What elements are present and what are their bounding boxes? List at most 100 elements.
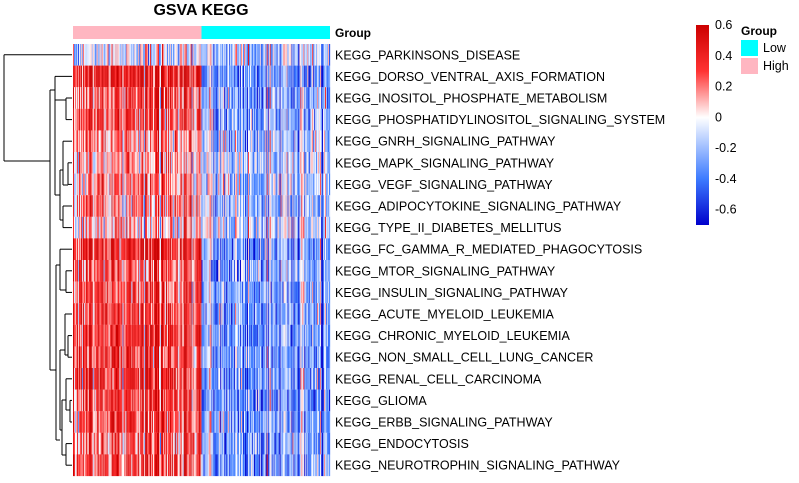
heatmap-cell (214, 65, 216, 88)
heatmap-cell (116, 260, 118, 282)
heatmap-cell (297, 87, 299, 109)
heatmap-cell (194, 238, 196, 261)
heatmap-cell (202, 324, 204, 347)
heatmap-cell (153, 130, 155, 153)
heatmap-cell (254, 389, 257, 412)
heatmap-cell (241, 238, 243, 261)
heatmap-cell (279, 216, 281, 239)
heatmap-cell (286, 346, 288, 369)
heatmap-cell (263, 44, 265, 66)
heatmap-cell (204, 87, 206, 109)
heatmap-cell (93, 432, 95, 455)
heatmap-cell (82, 108, 85, 131)
heatmap-cell (187, 281, 189, 304)
heatmap-cell (183, 173, 185, 196)
heatmap-cell (203, 152, 205, 174)
heatmap-cell (249, 346, 252, 369)
heatmap-cell (317, 368, 319, 390)
heatmap-cell (79, 238, 82, 261)
heatmap-cell (143, 238, 145, 261)
heatmap-cell (218, 324, 220, 347)
heatmap-cell (309, 65, 311, 88)
heatmap-cell (325, 195, 327, 217)
heatmap-cell (224, 432, 226, 455)
heatmap-cell (78, 303, 81, 325)
heatmap-cell (276, 238, 278, 261)
heatmap-cell (192, 432, 194, 455)
heatmap-cell (316, 130, 318, 153)
heatmap-cell (139, 281, 141, 304)
heatmap-cell (173, 216, 175, 239)
heatmap-cell (231, 108, 233, 131)
heatmap-cell (218, 216, 220, 239)
heatmap-cell (211, 65, 213, 88)
heatmap-cell (222, 130, 224, 153)
heatmap-cell (285, 195, 287, 217)
heatmap-cell (218, 411, 220, 433)
heatmap-cell (325, 411, 327, 433)
heatmap-cell (226, 303, 228, 325)
heatmap-cell (218, 130, 220, 153)
heatmap-cell (308, 368, 310, 390)
heatmap-cell (320, 130, 322, 153)
heatmap-cell (118, 260, 120, 282)
heatmap-cell (316, 216, 318, 239)
heatmap-cell (153, 238, 155, 261)
heatmap-cell (298, 130, 300, 153)
heatmap-cell (233, 411, 235, 433)
heatmap-cell (195, 346, 197, 369)
heatmap-cell (185, 303, 187, 325)
heatmap-cell (209, 216, 211, 239)
heatmap-cell (253, 389, 256, 412)
heatmap-cell (157, 432, 159, 455)
heatmap-cell (226, 108, 228, 131)
heatmap-cell (159, 389, 162, 412)
heatmap-cell (160, 260, 163, 282)
heatmap-cell (292, 87, 294, 109)
heatmap-cell (223, 238, 225, 261)
heatmap-cell (77, 152, 80, 174)
heatmap-cell (89, 346, 91, 369)
heatmap-cell (242, 238, 244, 261)
heatmap-cell (203, 303, 205, 325)
heatmap-cell (313, 65, 315, 88)
heatmap-cell (302, 238, 304, 261)
heatmap-cell (294, 173, 296, 196)
heatmap-cell (73, 108, 75, 131)
heatmap-cell (241, 324, 243, 347)
heatmap-cell (286, 152, 288, 174)
heatmap-cell (149, 368, 151, 390)
heatmap-cell (235, 389, 237, 412)
heatmap-cell (253, 152, 256, 174)
heatmap-cell (178, 411, 180, 433)
heatmap-cell (169, 303, 172, 325)
heatmap-cell (290, 65, 292, 88)
heatmap-cell (220, 346, 222, 369)
heatmap-cell (280, 216, 282, 239)
heatmap-cell (118, 87, 120, 109)
heatmap-cell (265, 108, 267, 131)
heatmap-cell (133, 65, 135, 88)
heatmap-cell (192, 173, 194, 196)
heatmap-cell (236, 368, 238, 390)
heatmap-cell (77, 216, 80, 239)
heatmap-cell (261, 432, 263, 455)
heatmap-cell (138, 195, 140, 217)
heatmap-cell (245, 173, 248, 196)
heatmap-cell (235, 368, 237, 390)
heatmap-cell (217, 216, 219, 239)
heatmap-cell (238, 346, 240, 369)
heatmap-cell (116, 368, 118, 390)
heatmap-cell (178, 346, 180, 369)
heatmap-cell (138, 130, 140, 153)
heatmap-cell (262, 303, 264, 325)
heatmap-cell (279, 324, 281, 347)
heatmap-cell (139, 303, 141, 325)
heatmap-cell (155, 65, 157, 88)
heatmap-cell (289, 411, 291, 433)
heatmap-cell (308, 411, 310, 433)
heatmap-cell (234, 368, 236, 390)
heatmap-cell (150, 260, 152, 282)
heatmap-cell (317, 324, 319, 347)
heatmap-cell (81, 216, 84, 239)
